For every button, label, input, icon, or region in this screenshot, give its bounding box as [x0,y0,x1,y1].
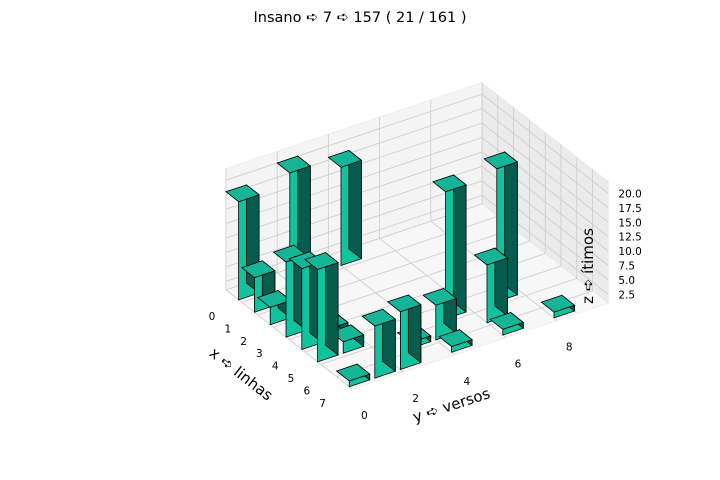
bar-top-face [489,312,525,330]
bar-top-face [540,294,576,313]
grid-y-floor [225,289,353,390]
bar-5-1 [329,324,365,354]
y-tick-label: 6 [515,359,522,371]
bar-side-face [348,149,362,260]
x-tick-label: 2 [240,336,247,348]
bar-7-4 [438,328,473,353]
bar-5-0 [304,251,339,363]
bar-top-face [225,184,260,203]
bar-top-face [422,287,458,306]
x-axis-label: x ➪ linhas [206,344,277,405]
bar-side-face [453,174,467,313]
y-axis-label: y ➪ versos [411,384,493,426]
bar-top-face [483,151,519,170]
bar-top-face [473,247,509,266]
bar-top-face [438,329,473,347]
x-tick-label: 0 [209,311,216,323]
bar-top-face [386,294,422,313]
bar-6-6 [473,247,509,324]
tick-labels: 01234567024682.55.07.510.012.515.017.520… [209,188,642,422]
x-tick-label: 6 [303,385,310,397]
bar-7-0 [335,363,371,388]
bars-group [225,149,576,388]
z-tick-label: 7.5 [618,261,635,273]
x-tick-label: 3 [256,348,263,360]
bar-3-0 [272,244,308,338]
bar-top-face [432,174,467,193]
bar-7-2 [386,294,422,371]
z-tick-label: 17.5 [618,203,641,215]
bar-top-face [304,252,339,270]
bar-7-6 [489,311,525,336]
y-tick-label: 8 [566,341,573,353]
x-tick-label: 1 [224,323,231,335]
bar-7-8 [540,294,576,319]
bar-7-1 [361,308,397,379]
x-tick-label: 7 [319,398,326,410]
z-tick-label: 15.0 [618,217,641,229]
bar-top-face [361,308,397,327]
bar-5-5 [432,174,467,320]
z-tick-label: 2.5 [618,290,635,302]
z-axis-label: z ➪ ítimos [579,228,597,304]
grid-y-floor [379,238,507,338]
z-tick-label: 10.0 [618,246,641,258]
z-tick-label: 20.0 [618,188,641,200]
chart-title: Insano ➪ 7 ➪ 157 ( 21 / 161 ) [254,10,467,26]
grid-z-back [225,108,483,196]
z-tick-label: 12.5 [618,232,641,244]
bar-top-face [240,260,276,279]
bar-top-face [276,155,312,174]
y-tick-label: 2 [412,393,419,405]
y-tick-label: 0 [361,410,368,422]
bar-side-face [325,251,339,356]
y-tick-label: 4 [463,376,470,388]
bar-6-4 [422,287,458,341]
z-tick-label: 5.0 [618,275,635,287]
bar-top-face [335,363,371,382]
bar-top-face [329,324,365,343]
grid-z-back [225,93,483,181]
bar-0-4 [327,149,363,267]
x-tick-label: 4 [272,361,279,373]
x-tick-label: 5 [288,373,295,385]
bar-top-face [327,150,363,168]
